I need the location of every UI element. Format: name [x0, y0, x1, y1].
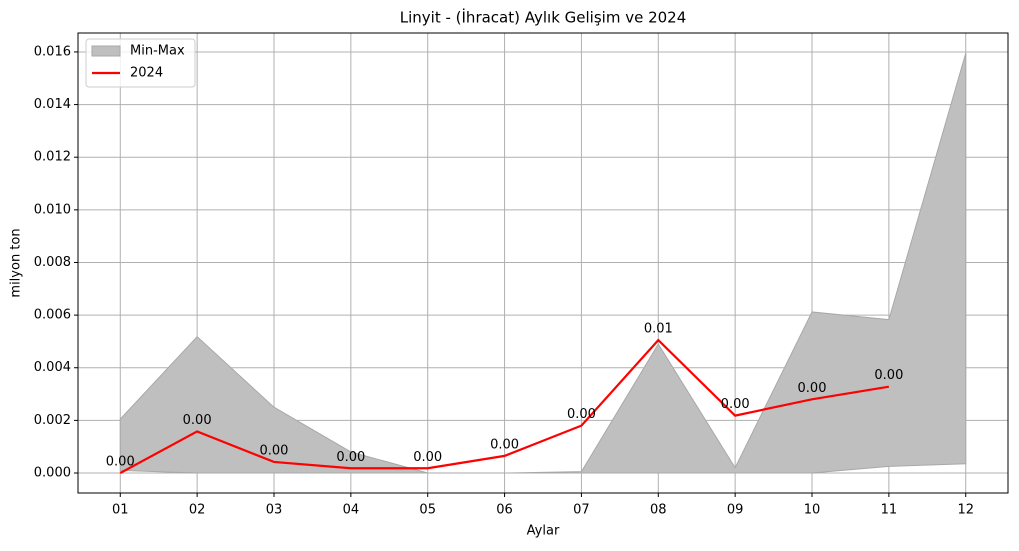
x-tick-label: 11 — [881, 503, 898, 518]
x-tick-label: 12 — [957, 503, 974, 518]
data-label: 0.00 — [567, 407, 596, 422]
plot-frame — [77, 32, 1009, 494]
y-tick-label: 0.014 — [34, 97, 71, 112]
line-2024 — [119, 338, 890, 474]
legend-label: Min-Max — [130, 44, 185, 59]
data-label: 0.00 — [106, 455, 135, 470]
y-tick-label: 0.016 — [34, 44, 71, 59]
x-tick-label: 05 — [419, 503, 436, 518]
data-label: 0.00 — [183, 413, 212, 428]
min-max-band — [119, 53, 967, 474]
x-tick-label: 09 — [727, 503, 744, 518]
data-label: 0.00 — [260, 443, 289, 458]
x-tick-label: 03 — [266, 503, 283, 518]
grid — [78, 33, 1008, 493]
x-tick-label: 07 — [573, 503, 590, 518]
x-tick-label: 10 — [804, 503, 821, 518]
y-tick-label: 0.008 — [34, 255, 71, 270]
y-tick-label: 0.004 — [34, 360, 71, 375]
data-label: 0.00 — [798, 381, 827, 396]
data-label: 0.01 — [644, 322, 673, 337]
y-tick-label: 0.012 — [34, 150, 71, 165]
x-tick-label: 04 — [343, 503, 360, 518]
x-tick-label: 06 — [496, 503, 513, 518]
data-label: 0.00 — [490, 437, 519, 452]
legend-label: 2024 — [130, 66, 163, 81]
x-axis-label: Aylar — [527, 524, 560, 539]
y-tick-label: 0.006 — [34, 308, 71, 323]
data-label: 0.00 — [721, 397, 750, 412]
y-axis-label: milyon ton — [9, 228, 24, 297]
y-tick-label: 0.000 — [34, 466, 71, 481]
data-label: 0.00 — [874, 368, 903, 383]
x-tick-label: 08 — [650, 503, 667, 518]
data-label: 0.00 — [413, 450, 442, 465]
y-tick-label: 0.002 — [34, 413, 71, 428]
legend-swatch — [91, 45, 121, 57]
x-tick-label: 02 — [189, 503, 206, 518]
y-tick-label: 0.010 — [34, 202, 71, 217]
chart-title: Linyit - (İhracat) Aylık Gelişim ve 2024 — [400, 8, 687, 27]
x-tick-label: 01 — [112, 503, 129, 518]
data-label: 0.00 — [336, 450, 365, 465]
